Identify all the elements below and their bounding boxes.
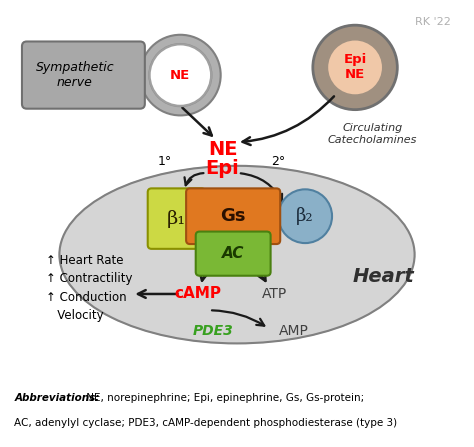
Text: Sympathetic
nerve: Sympathetic nerve bbox=[36, 61, 114, 89]
Text: Epi
NE: Epi NE bbox=[344, 53, 367, 81]
Circle shape bbox=[140, 35, 221, 115]
Circle shape bbox=[328, 41, 382, 94]
Text: 2°: 2° bbox=[271, 155, 285, 168]
Text: cAMP: cAMP bbox=[174, 287, 221, 301]
Circle shape bbox=[278, 190, 332, 243]
Text: β₂: β₂ bbox=[296, 207, 314, 225]
Text: Gs: Gs bbox=[220, 207, 246, 225]
Circle shape bbox=[150, 44, 211, 106]
Text: ↑ Heart Rate
↑ Contractility
↑ Conduction
   Velocity: ↑ Heart Rate ↑ Contractility ↑ Conductio… bbox=[46, 254, 132, 322]
Text: AC: AC bbox=[222, 246, 245, 261]
Ellipse shape bbox=[59, 166, 415, 343]
Text: Abbreviations:: Abbreviations: bbox=[14, 393, 100, 403]
Text: Circulating
Catecholamines: Circulating Catecholamines bbox=[328, 123, 417, 145]
Text: ATP: ATP bbox=[262, 287, 287, 301]
FancyBboxPatch shape bbox=[196, 232, 271, 276]
Text: NE: NE bbox=[170, 68, 191, 82]
Circle shape bbox=[313, 25, 397, 110]
Text: β₁: β₁ bbox=[167, 210, 186, 228]
Text: NE
Epi: NE Epi bbox=[206, 139, 239, 177]
FancyBboxPatch shape bbox=[148, 188, 205, 249]
Text: PDE3: PDE3 bbox=[192, 325, 233, 338]
FancyBboxPatch shape bbox=[22, 42, 145, 109]
Text: AC, adenylyl cyclase; PDE3, cAMP-dependent phosphodiesterase (type 3): AC, adenylyl cyclase; PDE3, cAMP-depende… bbox=[14, 418, 397, 428]
Circle shape bbox=[150, 44, 211, 106]
FancyBboxPatch shape bbox=[186, 188, 280, 244]
Text: RK '22: RK '22 bbox=[415, 17, 451, 27]
Text: 1°: 1° bbox=[158, 155, 172, 168]
Text: NE, norepinephrine; Epi, epinephrine, Gs, Gs-protein;: NE, norepinephrine; Epi, epinephrine, Gs… bbox=[83, 393, 364, 403]
Text: AMP: AMP bbox=[279, 325, 309, 338]
Text: Heart: Heart bbox=[353, 267, 415, 286]
Text: NE: NE bbox=[170, 68, 191, 82]
